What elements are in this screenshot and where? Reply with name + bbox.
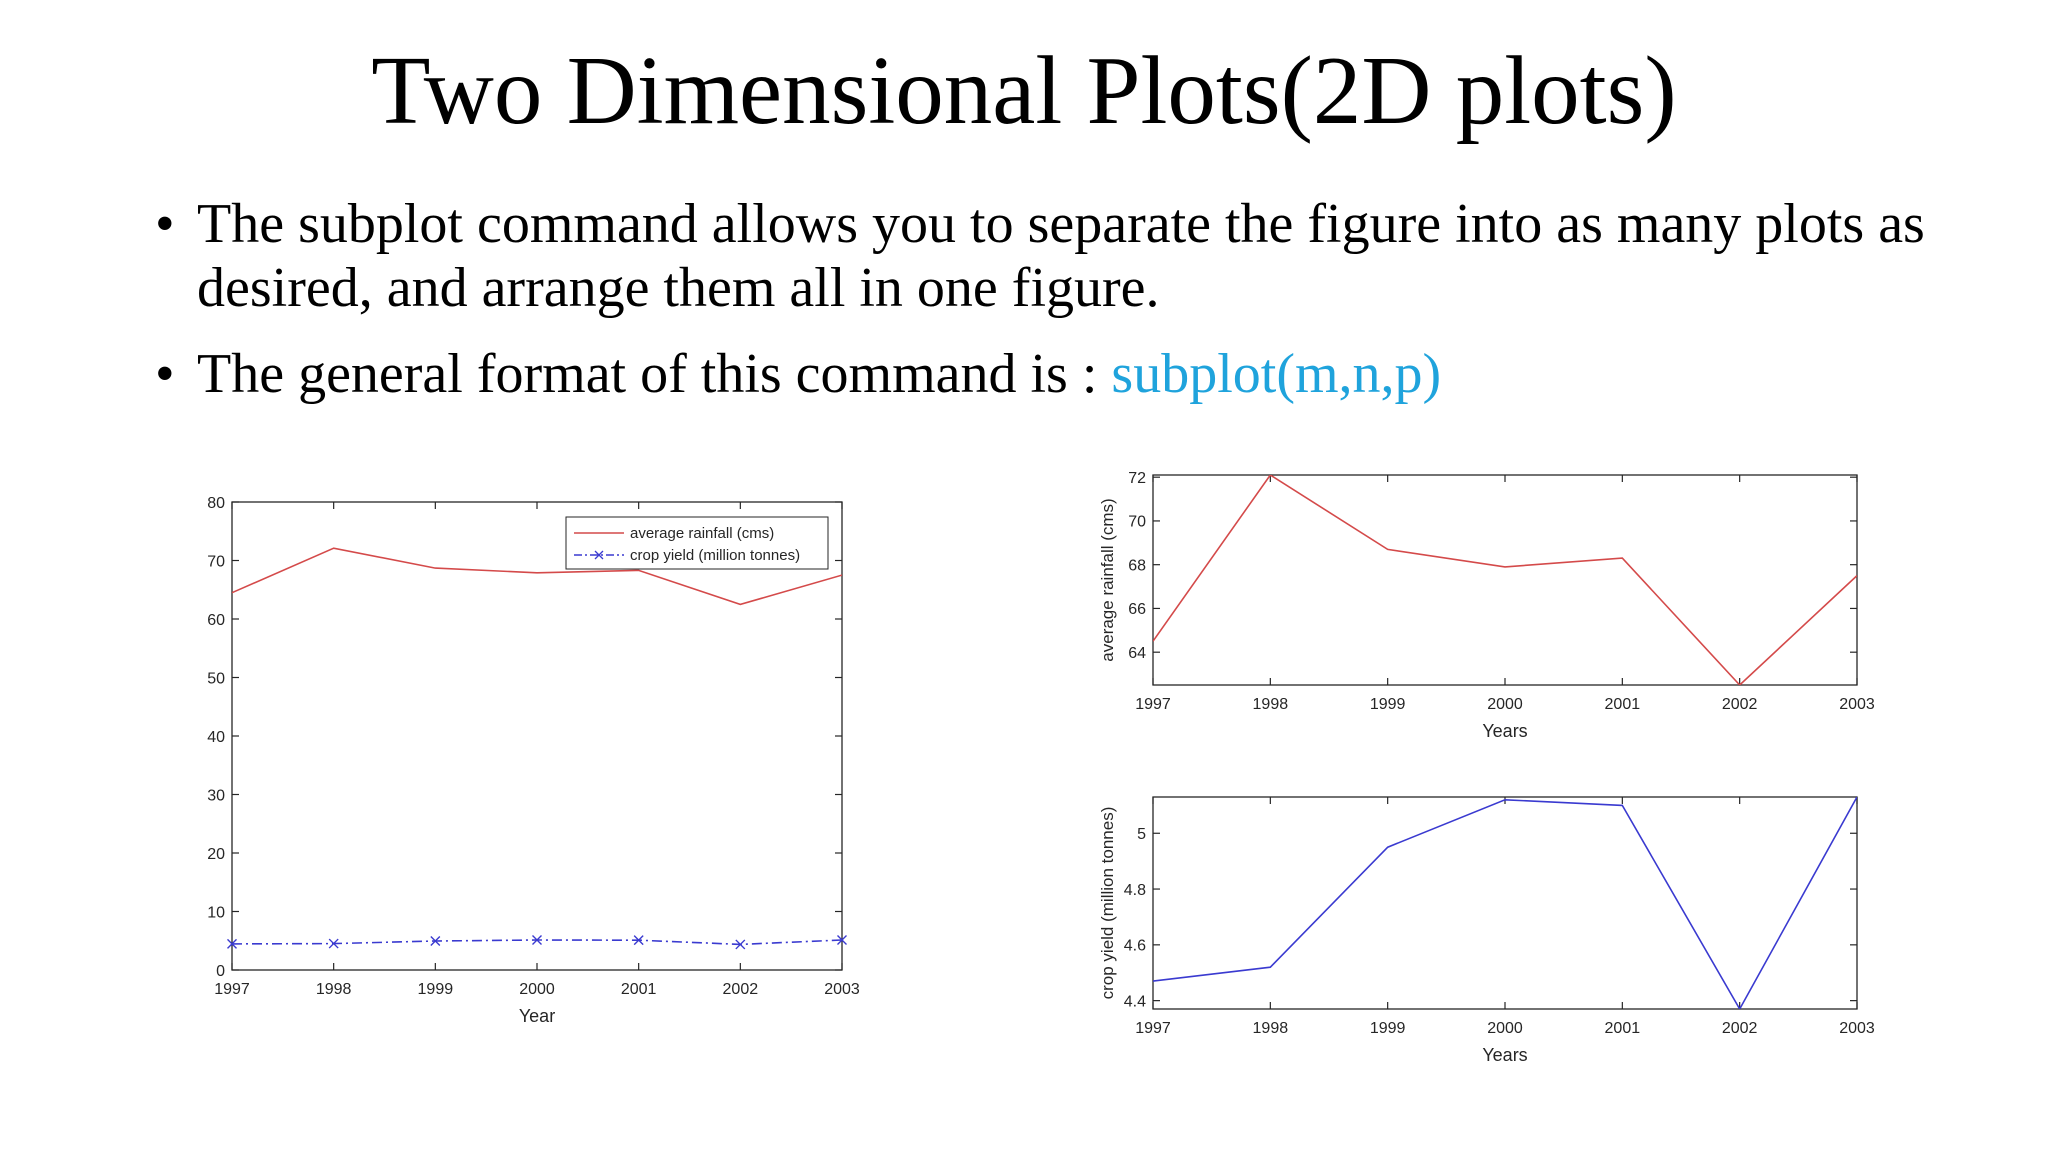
bullet-dot-icon: •: [155, 193, 175, 255]
data-point-marker: [430, 936, 441, 947]
x-axis-label: Year: [519, 1006, 555, 1026]
x-tick-label: 2001: [1605, 1020, 1641, 1037]
x-tick-label: 1997: [214, 981, 250, 998]
legend-label: crop yield (million tonnes): [630, 547, 800, 564]
y-tick-label: 50: [207, 670, 225, 687]
x-tick-label: 1997: [1135, 1020, 1171, 1037]
series-line: [1153, 797, 1857, 1009]
x-tick-label: 2003: [824, 981, 860, 998]
series-group: [1153, 475, 1857, 685]
x-tick-label: 2001: [1605, 696, 1641, 713]
data-point-marker: [735, 939, 746, 950]
y-tick-label: 4.6: [1124, 938, 1146, 955]
x-axis-label: Years: [1482, 721, 1527, 741]
x-tick-label: 2000: [519, 981, 555, 998]
plot-area: [1152, 474, 1858, 686]
y-axis-label: crop yield (million tonnes): [1098, 807, 1117, 1000]
bullet-list: • The subplot command allows you to sepa…: [155, 192, 1955, 428]
chart-svg: 1997 1998 1999 2000 2001 2002 2003 4.4 4.6 4.8 5 Ye…: [1098, 796, 1875, 1065]
x-tick-label: 1998: [1253, 696, 1289, 713]
x-tick-label: 2002: [1722, 696, 1758, 713]
x-tick-label: 1998: [316, 981, 352, 998]
slide-title: Two Dimensional Plots(2D plots): [371, 37, 1677, 144]
y-tick-label: 0: [216, 963, 225, 980]
chart-svg: 1997 1998 1999 2000 2001 2002 2003 64 66 68 70 72 Ye…: [1098, 470, 1875, 741]
combined-chart: 1997 1998 1999 2000 2001 2002 2003 0 10 20 30 40 50 6…: [200, 478, 860, 1058]
series-line: [1153, 475, 1857, 685]
bullet-item: • The general format of this command is …: [155, 342, 1955, 406]
crop-yield-subplot: 1997 1998 1999 2000 2001 2002 2003 4.4 4.6 4.8 5 Ye…: [1090, 778, 1890, 1093]
y-tick-label: 72: [1128, 470, 1146, 487]
plot-area: [231, 501, 843, 971]
bullet-text: The subplot command allows you to separa…: [197, 193, 1925, 319]
x-tick-label: 2001: [621, 981, 657, 998]
data-point-marker: [227, 938, 237, 949]
y-tick-label: 4.8: [1124, 882, 1146, 899]
bullet-item: • The subplot command allows you to sepa…: [155, 192, 1955, 320]
series-group: [232, 547, 842, 606]
y-tick-label: 80: [207, 495, 225, 512]
legend-marker: [594, 550, 604, 560]
y-tick-label: 68: [1128, 557, 1146, 574]
series-group: [1153, 797, 1857, 1009]
y-tick-label: 66: [1128, 601, 1146, 618]
data-point-marker: [837, 934, 847, 945]
x-tick-label: 1998: [1253, 1020, 1289, 1037]
y-tick-label: 70: [207, 553, 225, 570]
x-tick-label: 2002: [1722, 1020, 1758, 1037]
y-tick-label: 5: [1137, 826, 1146, 843]
x-axis-label: Years: [1482, 1045, 1527, 1065]
plot-area: [1152, 796, 1858, 1010]
y-tick-label: 64: [1128, 645, 1146, 662]
legend-label: average rainfall (cms): [630, 525, 774, 542]
x-tick-label: 1999: [1370, 696, 1406, 713]
y-axis-label: average rainfall (cms): [1098, 498, 1117, 661]
x-tick-label: 2003: [1839, 696, 1875, 713]
data-point-marker: [328, 938, 339, 949]
data-point-marker: [633, 935, 644, 946]
x-tick-label: 1997: [1135, 696, 1171, 713]
bullet-dot-icon: •: [155, 343, 175, 405]
data-point-marker: [532, 935, 542, 946]
x-tick-label: 1999: [418, 981, 454, 998]
x-tick-label: 1999: [1370, 1020, 1406, 1037]
y-tick-label: 4.4: [1124, 993, 1146, 1010]
x-tick-label: 2000: [1487, 696, 1523, 713]
y-tick-label: 10: [207, 904, 225, 921]
rainfall-subplot: 1997 1998 1999 2000 2001 2002 2003 64 66 68 70 72 Ye…: [1090, 458, 1890, 763]
series-line: [232, 547, 842, 606]
y-tick-label: 30: [207, 787, 225, 804]
x-tick-label: 2003: [1839, 1020, 1875, 1037]
y-tick-label: 60: [207, 612, 225, 629]
x-tick-label: 2002: [723, 981, 759, 998]
legend-box: [565, 516, 829, 570]
chart-svg: 1997 1998 1999 2000 2001 2002 2003 0 10 20 30 40 50 6…: [207, 495, 860, 1026]
y-tick-label: 70: [1128, 514, 1146, 531]
bullet-code: subplot(m,n,p): [1111, 343, 1442, 405]
x-tick-label: 2000: [1487, 1020, 1523, 1037]
bullet-text: The general format of this command is :: [197, 343, 1112, 405]
y-tick-label: 40: [207, 729, 225, 746]
y-tick-label: 20: [207, 846, 225, 863]
